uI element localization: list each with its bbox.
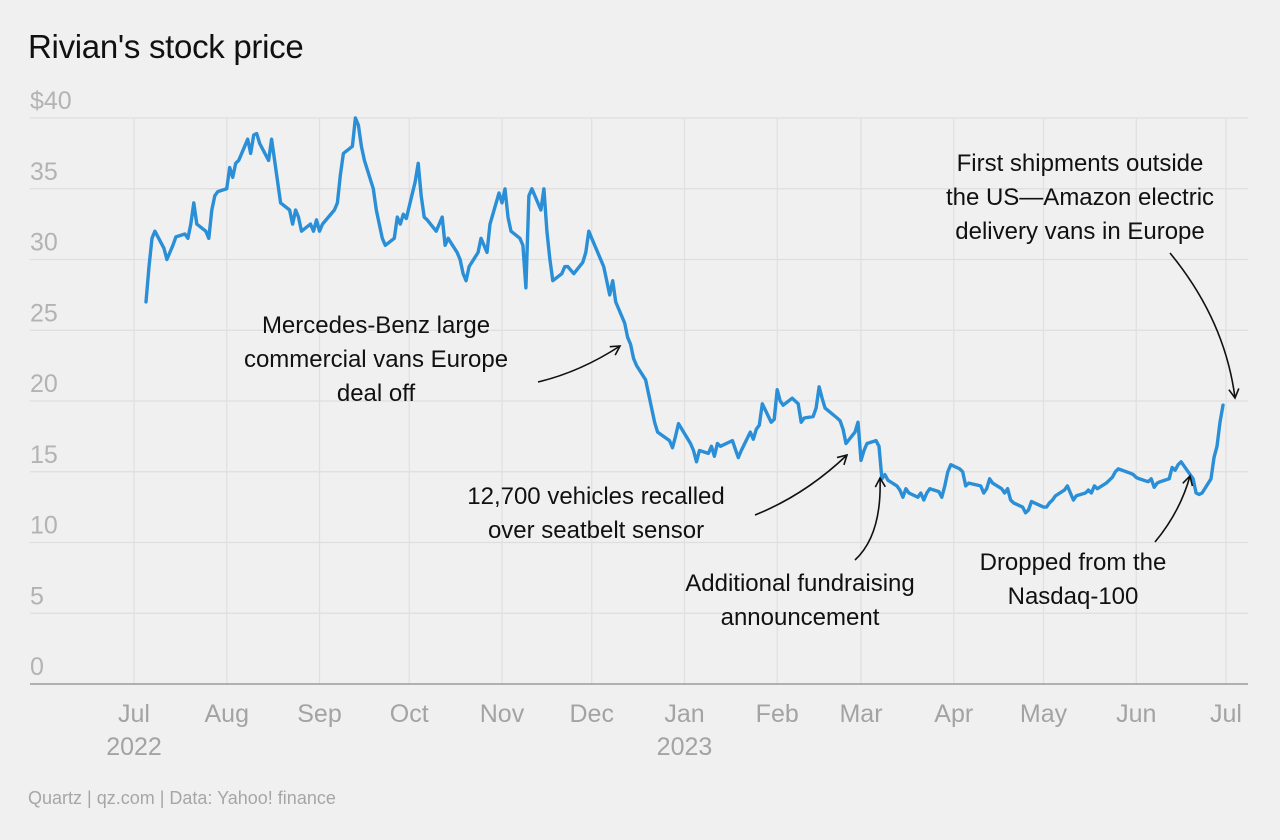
y-tick-label: 35 bbox=[30, 158, 58, 186]
x-tick-label: Nov bbox=[480, 700, 525, 728]
x-tick-label: Jul bbox=[118, 700, 150, 728]
annotation-line: announcement bbox=[721, 604, 880, 631]
annotation-text: 12,700 vehicles recalled over seatbelt se… bbox=[467, 483, 725, 544]
x-tick-label: Mar bbox=[839, 700, 882, 728]
x-tick-label: Apr bbox=[934, 700, 973, 728]
grid-lines bbox=[30, 117, 1248, 684]
y-tick-label: 30 bbox=[30, 229, 58, 257]
y-tick-label: 25 bbox=[30, 299, 58, 327]
x-tick-label: Aug bbox=[205, 700, 249, 728]
series-layer bbox=[144, 116, 1225, 515]
annotation-text: Mercedes-Benz large commercial vans Europ… bbox=[244, 312, 508, 407]
y-tick-label: 20 bbox=[30, 370, 58, 398]
annotation-text: Dropped from the Nasdaq-100 bbox=[980, 549, 1167, 610]
annotation-arrow bbox=[1169, 252, 1240, 400]
annotation-line: Additional fundraising bbox=[685, 570, 915, 597]
x-tick-label: Jul bbox=[1210, 700, 1242, 728]
annotation-line: Nasdaq-100 bbox=[1008, 583, 1139, 610]
annotation-arrow bbox=[854, 476, 886, 561]
x-tick-label: May bbox=[1020, 700, 1068, 728]
annotation-line: over seatbelt sensor bbox=[488, 517, 704, 544]
annotation-line: delivery vans in Europe bbox=[955, 218, 1204, 245]
annotation-line: First shipments outside bbox=[957, 150, 1204, 177]
annotation-line: Dropped from the bbox=[980, 549, 1167, 576]
annotation-arrow bbox=[537, 345, 622, 383]
x-tick-year-label: 2023 bbox=[657, 733, 713, 761]
y-tick-label: 15 bbox=[30, 441, 58, 469]
x-tick-label: Dec bbox=[570, 700, 614, 728]
annotation-arrow bbox=[1154, 474, 1194, 543]
y-tick-label: $40 bbox=[30, 87, 72, 115]
x-tick-year-label: 2022 bbox=[106, 733, 162, 761]
y-axis: $40 35 30 25 20 15 10 5 0 bbox=[30, 87, 72, 681]
x-axis: Jul 2022 Aug Sep Oct Nov Dec Jan 2023 Feb Mar Apr Ma… bbox=[30, 683, 1248, 761]
x-tick-label: Sep bbox=[297, 700, 341, 728]
annotation-line: 12,700 vehicles recalled bbox=[467, 483, 725, 510]
annotations: Mercedes-Benz large commercial vans Europ… bbox=[244, 150, 1240, 631]
x-tick-label: Jun bbox=[1116, 700, 1156, 728]
y-tick-label: 10 bbox=[30, 512, 58, 540]
y-tick-label: 0 bbox=[30, 653, 44, 681]
annotation-line: commercial vans Europe bbox=[244, 346, 508, 373]
annotation-text: First shipments outside the US—Amazon ele… bbox=[946, 150, 1214, 245]
y-tick-label: 5 bbox=[30, 582, 44, 610]
chart-title: Rivian's stock price bbox=[28, 28, 304, 65]
x-tick-label: Oct bbox=[390, 700, 429, 728]
price-line bbox=[144, 116, 1225, 515]
annotation-text: Additional fundraising announcement bbox=[685, 570, 915, 631]
x-tick-label: Jan bbox=[664, 700, 704, 728]
annotation-line: Mercedes-Benz large bbox=[262, 312, 490, 339]
annotation-line: the US—Amazon electric bbox=[946, 184, 1214, 211]
x-tick-label: Feb bbox=[756, 700, 799, 728]
source-note: Quartz | qz.com | Data: Yahoo! finance bbox=[28, 788, 336, 808]
annotation-arrow bbox=[754, 453, 849, 516]
annotation-line: deal off bbox=[337, 380, 416, 407]
